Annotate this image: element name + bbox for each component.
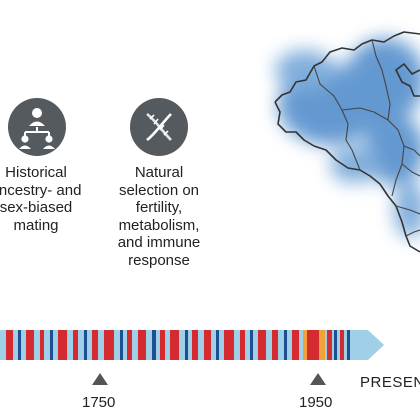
timeline-stripe <box>120 330 123 360</box>
timeline-stripe <box>284 330 287 360</box>
timeline-stripe <box>204 330 211 360</box>
selection-icon-badge <box>130 98 188 156</box>
selection-caption: Natural selection on fertility, metaboli… <box>117 164 201 269</box>
timeline-stripe <box>138 330 146 360</box>
ancestry-caption: Historical ancestry- and sex-biased mati… <box>0 164 82 234</box>
timeline-stripe <box>303 330 307 360</box>
timeline-stripe <box>307 330 319 360</box>
timeline-stripe <box>73 330 78 360</box>
ancestry-density-cloud <box>275 38 420 238</box>
timeline-stripe <box>272 330 278 360</box>
state-borders <box>313 39 420 237</box>
map-outline <box>274 31 420 253</box>
timeline-stripe <box>347 330 350 360</box>
timeline-marker-1750 <box>92 373 108 385</box>
timeline-stripe <box>334 330 337 360</box>
timeline-stripe <box>26 330 34 360</box>
timeline-stripe <box>240 330 245 360</box>
timeline-year-1750: 1750 <box>82 394 116 411</box>
timeline-year-1950: 1950 <box>299 394 333 411</box>
timeline-stripe <box>258 330 266 360</box>
timeline-stripe <box>340 330 344 360</box>
timeline-stripe <box>18 330 21 360</box>
timeline-stripe <box>6 330 13 360</box>
timeline-marker-1950 <box>310 373 326 385</box>
timeline-stripe <box>327 330 332 360</box>
timeline-stripes <box>0 330 384 360</box>
timeline-stripe <box>170 330 179 360</box>
timeline-stripe <box>50 330 53 360</box>
timeline-stripe <box>40 330 44 360</box>
timeline-stripe <box>84 330 87 360</box>
timeline-stripe <box>250 330 253 360</box>
timeline-stripe <box>127 330 132 360</box>
family-tree-icon <box>19 108 55 149</box>
timeline-stripe <box>292 330 299 360</box>
timeline-stripe <box>92 330 98 360</box>
timeline-arrowhead <box>368 330 384 360</box>
ancestry-icon-badge <box>8 98 66 156</box>
timeline-present-label: PRESENT <box>360 374 420 391</box>
timeline-stripe <box>58 330 67 360</box>
timeline-stripe <box>216 330 219 360</box>
timeline-stripe <box>224 330 234 360</box>
dna-helix-icon <box>146 112 172 142</box>
timeline-stripe <box>104 330 114 360</box>
timeline-stripe <box>152 330 156 360</box>
timeline-stripe <box>319 330 325 360</box>
timeline-bar <box>0 330 384 360</box>
timeline-stripe <box>192 330 198 360</box>
timeline-stripe <box>185 330 188 360</box>
timeline-stripe <box>160 330 165 360</box>
